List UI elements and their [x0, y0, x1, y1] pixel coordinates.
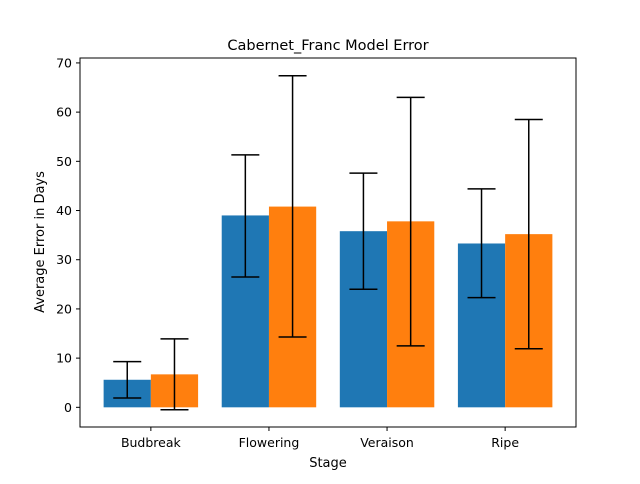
y-axis-label: Average Error in Days [33, 171, 48, 313]
x-tick-label: Budbreak [121, 435, 182, 450]
y-tick-label: 20 [56, 301, 72, 316]
y-axis: 0 10 20 30 40 50 60 70 [56, 55, 80, 415]
y-tick-label: 0 [64, 400, 72, 415]
y-tick-label: 70 [56, 55, 72, 70]
x-tick-label: Ripe [491, 435, 519, 450]
plot-frame [79, 57, 577, 428]
y-tick-label: 60 [56, 105, 72, 120]
bars-layer [103, 206, 553, 408]
x-tick-label: Veraison [360, 435, 414, 450]
x-axis-label: Stage [309, 456, 347, 471]
x-tick-label: Flowering [239, 435, 300, 450]
x-axis: Budbreak Flowering Veraison Ripe [121, 427, 519, 450]
y-tick-label: 40 [56, 203, 72, 218]
y-tick-label: 10 [56, 351, 72, 366]
errorbars-layer [113, 74, 543, 411]
y-tick-label: 50 [56, 154, 72, 169]
chart-title: Cabernet_Franc Model Error [227, 38, 428, 54]
y-tick-label: 30 [56, 252, 72, 267]
